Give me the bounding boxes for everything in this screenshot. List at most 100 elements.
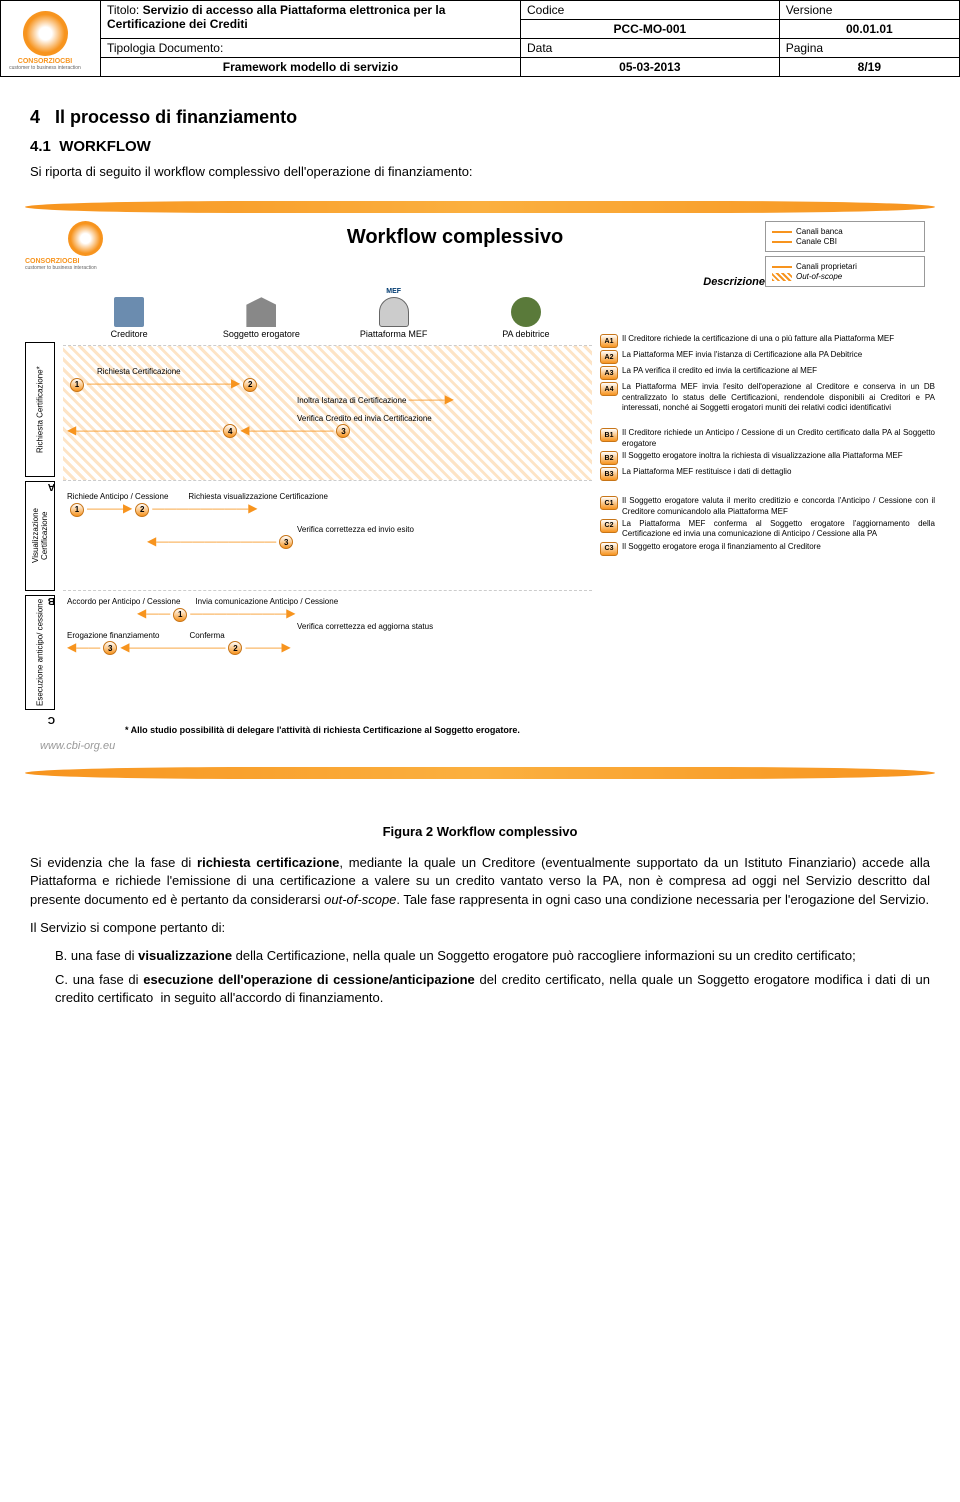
desc-c2: La Piattaforma MEF conferma al Soggetto … [622,519,935,540]
phase-c-letter: C [46,714,57,725]
phase-b-label: Visualizzazione Certificazione B [25,481,55,591]
desc-c3: Il Soggetto erogatore eroga il finanziam… [622,542,821,556]
codice-label: Codice [521,1,780,20]
desc-badge-c3: C3 [600,542,618,556]
flow-c-text-5: Verifica correttezza ed aggiorna status [297,622,433,631]
flow-c-text-1: Accordo per Anticipo / Cessione [67,597,180,606]
legend-label-prop: Canali proprietari [796,262,857,271]
phase-labels-column: Richiesta Certificazione* A Visualizzazi… [25,297,55,710]
legend-label-banca: Canali banca [796,227,843,236]
versione-value: 00.01.01 [779,20,959,39]
desc-block-b: B1 Il Creditore richiede un Anticipo / Ce… [600,428,935,481]
phase-a-label: Richiesta Certificazione* A [25,342,55,477]
logo-name: CONSORZIOCBI [5,58,85,65]
list-item-b: B. una fase di visualizzazione della Cer… [55,947,930,965]
consorzio-logo: CONSORZIOCBI customer to business intera… [5,11,85,66]
actor-mef: MEFPiattaforma MEF [328,297,460,339]
flow-badge-a3: 3 [336,424,350,438]
document-header-table: CONSORZIOCBI customer to business intera… [0,0,960,77]
flow-b-text-1: Richiede Anticipo / Cessione [67,492,168,501]
pagina-value: 8/19 [779,58,959,77]
legend-swatch-prop [772,266,792,268]
desc-block-a: A1 Il Creditore richiede la certificazion… [600,334,935,413]
codice-value: PCC-MO-001 [521,20,780,39]
versione-label: Versione [779,1,959,20]
decorative-wave-bottom [25,767,935,779]
workflow-descriptions: A1 Il Creditore richiede la certificazion… [600,297,935,710]
actor-soggetto: Soggetto erogatore [195,297,327,339]
section-4-num: 4 [30,107,40,127]
phase-c-label: Esecuzione anticipo/ cessione C [25,595,55,710]
workflow-legend: Canali banca Canale CBI [765,221,925,252]
desc-b2: Il Soggetto erogatore inoltra la richies… [622,451,903,465]
legend-swatch-cbi [772,241,792,243]
eagle-icon [511,297,541,327]
section-41-num: 4.1 [30,138,51,155]
desc-badge-a1: A1 [600,334,618,348]
legend-swatch-oos [772,273,792,281]
flow-c-text-3: Erogazione finanziamento [67,631,160,640]
paragraph-1: Si evidenzia che la fase di richiesta ce… [30,854,930,909]
flow-b-text-3: Verifica correttezza ed invio esito [297,525,414,534]
flow-badge-c3: 3 [103,641,117,655]
workflow-legend-2: Canali proprietari Out-of-scope [765,256,925,287]
flow-c-text-2: Invia comunicazione Anticipo / Cessione [195,597,338,606]
flow-a-text-2: Inoltra Istanza di Certificazione [297,396,406,405]
cbi-url: www.cbi-org.eu [40,740,115,752]
desc-a4: La Piattaforma MEF invia l'esito dell'op… [622,382,935,413]
swimlane-phase-c: Accordo per Anticipo / Cessione Invia com… [63,590,592,705]
swimlane-area: Creditore Soggetto erogatore MEFPiattafo… [63,297,592,710]
intro-paragraph: Si riporta di seguito il workflow comple… [30,163,930,181]
workflow-logo-tagline: customer to business interaction [25,265,145,271]
database-icon: MEF [379,297,409,327]
swimlane-phase-a: Richiesta Certificazione 1————————————▶2… [63,345,592,480]
desc-a1: Il Creditore richiede la certificazione … [622,334,894,348]
desc-badge-c1: C1 [600,496,618,510]
section-41-title: WORKFLOW [59,138,151,155]
titolo-value: Servizio di accesso alla Piattaforma ele… [107,3,445,31]
desc-badge-a2: A2 [600,350,618,364]
flow-badge-c1: 1 [173,608,187,622]
bank-icon [246,297,276,327]
decorative-wave-top [25,201,935,213]
section-41-heading: 4.1 WORKFLOW [30,138,960,155]
actor-creditore: Creditore [63,297,195,339]
tipologia-label: Tipologia Documento: [101,39,521,58]
desc-c1: Il Soggetto erogatore valuta il merito c… [622,496,935,517]
desc-a2: La Piattaforma MEF invia l'istanza di Ce… [622,350,862,364]
workflow-figure: CONSORZIOCBI customer to business intera… [15,191,945,809]
building-icon [114,297,144,327]
desc-badge-a4: A4 [600,382,618,396]
logo-tagline: customer to business interaction [5,65,85,71]
flow-badge-a2: 2 [243,378,257,392]
flow-badge-b1: 1 [70,503,84,517]
desc-badge-b2: B2 [600,451,618,465]
desc-badge-c2: C2 [600,519,618,533]
section-4-title: Il processo di finanziamento [55,107,297,127]
pagina-label: Pagina [779,39,959,58]
legend-label-cbi: Canale CBI [796,237,837,246]
list-items: B. una fase di visualizzazione della Cer… [55,947,930,1008]
data-label: Data [521,39,780,58]
flow-badge-c2: 2 [228,641,242,655]
desc-b1: Il Creditore richiede un Anticipo / Cess… [622,428,935,449]
desc-block-c: C1 Il Soggetto erogatore valuta il merito… [600,496,935,556]
desc-badge-b3: B3 [600,467,618,481]
actor-pa: PA debitrice [460,297,592,339]
flow-badge-b3: 3 [279,535,293,549]
legend-label-oos: Out-of-scope [796,272,842,281]
legend-swatch-banca [772,231,792,233]
flow-badge-b2: 2 [135,503,149,517]
desc-badge-b1: B1 [600,428,618,442]
flow-a-text-3: Verifica Credito ed invia Certificazione [297,414,432,423]
workflow-title: Workflow complessivo [145,226,765,249]
desc-b3: La Piattaforma MEF restituisce i dati di… [622,467,791,481]
tipologia-value: Framework modello di servizio [101,58,521,77]
flow-b-text-2: Richiesta visualizzazione Certificazione [188,492,328,501]
list-item-c: C. una fase di esecuzione dell'operazion… [55,971,930,1007]
workflow-logo: CONSORZIOCBI customer to business intera… [25,221,145,271]
figure-caption: Figura 2 Workflow complessivo [0,824,960,839]
flow-badge-a1: 1 [70,378,84,392]
descrizione-label: Descrizione [703,276,765,288]
desc-badge-a3: A3 [600,366,618,380]
